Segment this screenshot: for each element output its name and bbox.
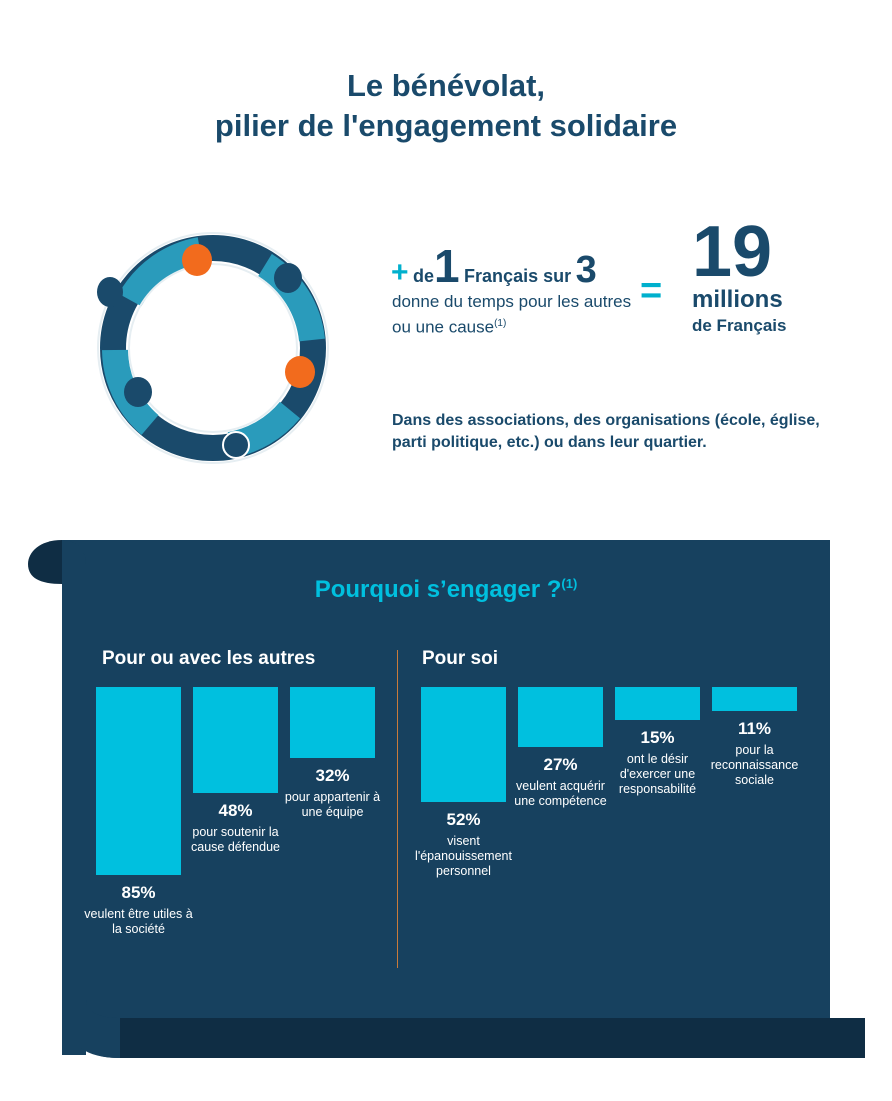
bar-soi-2: [518, 687, 603, 747]
big-number: 19: [692, 212, 773, 292]
headline-footnote: (1): [494, 318, 507, 329]
bar-desc-soi-3: ont le désir d'exercer une responsabilit…: [618, 752, 697, 797]
headline-ratio: + de1 Français sur 3: [391, 240, 597, 292]
headline-subtext-text: donne du temps pour les autres ou une ca…: [392, 292, 632, 337]
bar-soi-4: [712, 687, 797, 712]
headline-francais-sur: Français sur: [464, 266, 572, 286]
bar-desc-soi-4: pour la reconnaissance sociale: [710, 743, 799, 788]
equals-sign: =: [640, 270, 663, 312]
group-divider: [397, 650, 398, 968]
bar-label-soi-4: 11%: [737, 719, 772, 739]
bar-label-soi-3: 15%: [640, 728, 675, 748]
chart-title: Pourquoi s’engager ?(1): [0, 576, 892, 604]
bar-label-soi-1: 52%: [446, 810, 481, 829]
bar-autres-3: [290, 687, 375, 758]
headline-de: de: [412, 266, 434, 286]
bar-soi-3: [615, 687, 700, 721]
group-title-soi: Pour soi: [422, 648, 499, 669]
millions-label: millions: [692, 286, 783, 313]
bar-desc-autres-3: pour appartenir à une équipe: [284, 789, 381, 819]
volunteers-circle-illustration: [97, 232, 329, 464]
bar-soi-1: [421, 687, 506, 802]
bar-desc-soi-1: visent l'épanouissement personnel: [415, 834, 512, 878]
bar-label-soi-2: 27%: [543, 754, 578, 774]
plus-sign: +: [391, 256, 409, 289]
chart-title-footnote: (1): [561, 576, 578, 591]
headline-three: 3: [575, 249, 597, 291]
bar-label-autres-2: 48%: [218, 801, 253, 821]
bar-desc-autres-2: pour soutenir la cause défendue: [191, 825, 280, 855]
title-line-2: pilier de l'engagement solidaire: [214, 108, 678, 143]
bar-desc-autres-1: veulent être utiles à la société: [84, 907, 193, 936]
bar-autres-1: [96, 687, 181, 875]
chart-title-text: Pourquoi s’engager ?: [314, 576, 562, 603]
headline-one: 1: [434, 240, 460, 292]
group-title-autres: Pour ou avec les autres: [102, 648, 316, 669]
de-francais-label: de Français: [692, 316, 787, 335]
headline-subtext: donne du temps pour les autres ou une ca…: [392, 291, 632, 339]
context-note: Dans des associations, des organisations…: [392, 412, 820, 451]
title-line-1: Le bénévolat,: [346, 68, 546, 103]
bar-label-autres-3: 32%: [315, 765, 350, 785]
bar-label-autres-1: 85%: [121, 883, 156, 902]
page-title: Le bénévolat, pilier de l'engagement sol…: [0, 66, 892, 146]
bar-desc-soi-2: veulent acquérir une compétence: [514, 778, 607, 808]
bar-autres-2: [193, 687, 278, 794]
